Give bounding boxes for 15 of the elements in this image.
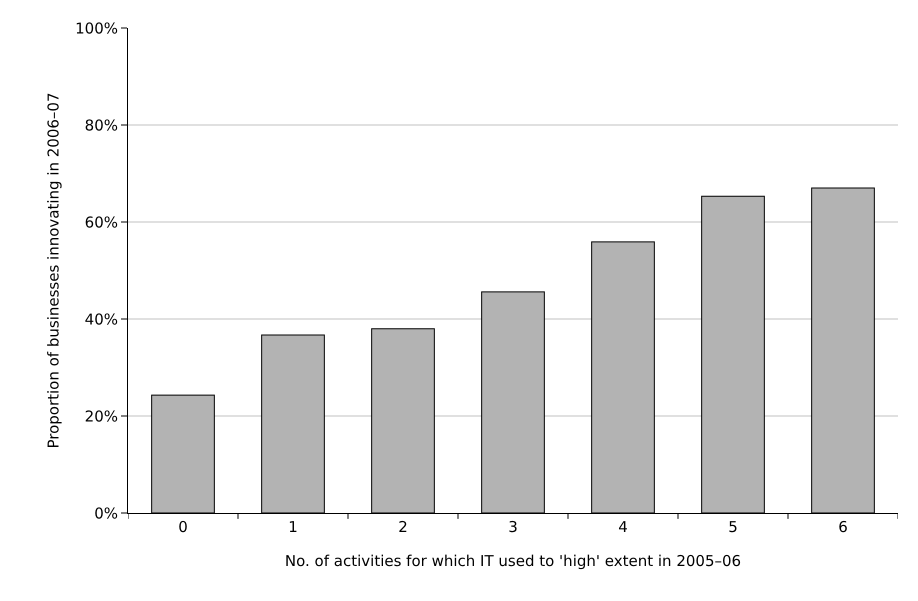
- y-axis-title: Proportion of businesses innovating in 2006–07: [44, 92, 62, 449]
- x-axis-title: No. of activities for which IT used to 'high' extent in 2005–06: [284, 552, 742, 570]
- y-tick-label: 60%: [84, 213, 118, 232]
- x-tick-label: 4: [618, 518, 628, 536]
- x-tick-label: 3: [508, 518, 518, 536]
- x-tick-label: 0: [178, 518, 188, 536]
- y-tick-label: 40%: [84, 310, 118, 328]
- x-tick-label: 1: [288, 518, 298, 536]
- y-tick-label: 100%: [75, 19, 118, 38]
- y-tick-label: 80%: [84, 116, 118, 134]
- y-tick-label: 0%: [94, 504, 118, 522]
- x-tick-label: 5: [728, 518, 738, 536]
- x-tick-label: 6: [838, 518, 848, 536]
- x-tick-label: 2: [398, 518, 408, 536]
- y-tick-label: 20%: [84, 407, 118, 426]
